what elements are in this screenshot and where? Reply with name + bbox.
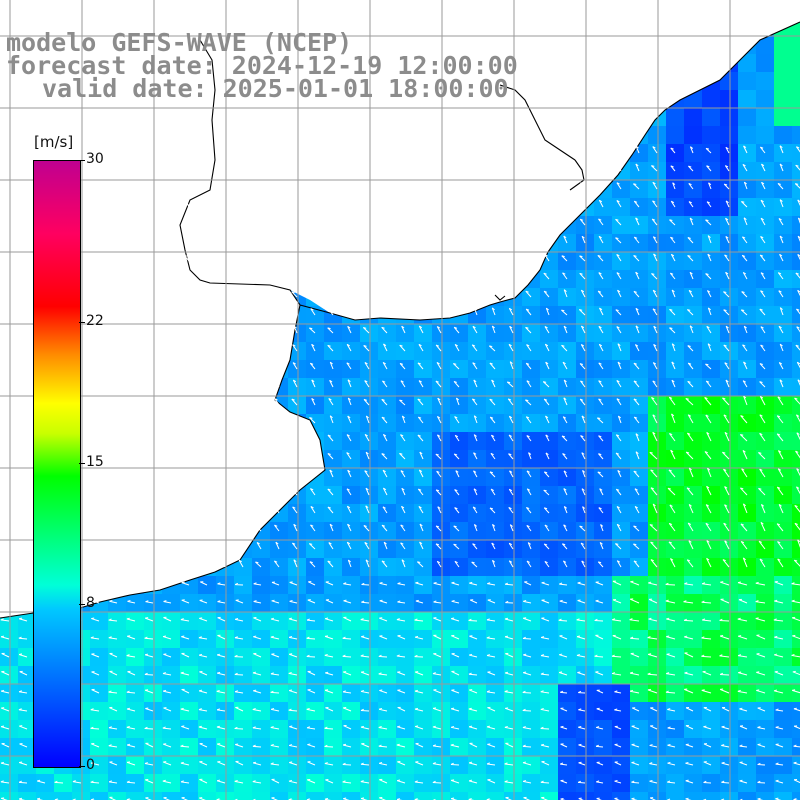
colorbar-tick-mark: [79, 604, 85, 606]
colorbar-tick-label: 15: [86, 454, 104, 470]
title-forecast-date: forecast date: 2024-12-19 12:00:00: [6, 51, 518, 80]
colorbar-tick-label: 0: [86, 757, 95, 773]
colorbar-unit: [m/s]: [34, 133, 74, 151]
title-model: modelo GEFS-WAVE (NCEP): [6, 28, 353, 57]
colorbar-tick-mark: [79, 463, 85, 464]
colorbar-tick-label: 8: [86, 595, 95, 612]
title-valid-date: valid date: 2025-01-01 18:00:00: [42, 74, 509, 103]
land-mass: [0, 0, 800, 320]
colorbar-tick-mark: [79, 160, 85, 161]
colorbar-tick-mark: [79, 766, 85, 767]
coastline: [0, 21, 800, 619]
land-west: [0, 40, 325, 618]
colorbar-tick-label: 30: [86, 151, 104, 167]
colorbar-tick-mark: [79, 321, 85, 323]
colorbar: [33, 160, 81, 768]
colorbar-tick-label: 22: [86, 312, 104, 329]
